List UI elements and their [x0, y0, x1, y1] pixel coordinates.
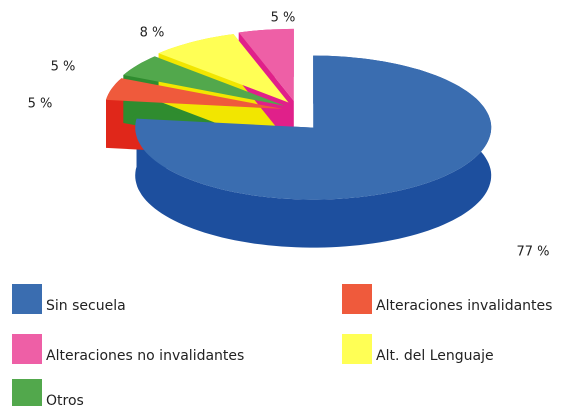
legend-swatch [12, 379, 42, 406]
legend-swatch [12, 334, 42, 364]
legend-label: Alt. del Lenguaje [376, 348, 494, 364]
slice [238, 28, 294, 101]
legend-swatch [342, 334, 372, 364]
slice [106, 78, 283, 109]
legend-label: Alteraciones invalidantes [376, 298, 552, 314]
data-label: 77 % [516, 245, 549, 260]
data-label: 5 % [271, 11, 296, 26]
slice-tops [106, 28, 492, 200]
slice [158, 34, 289, 103]
legend-label: Alteraciones no invalidantes [46, 348, 244, 364]
legend-label: Sin secuela [46, 298, 126, 314]
legend-swatch [12, 284, 42, 314]
legend-label: Otros [46, 393, 84, 406]
data-label: 8 % [140, 26, 165, 41]
slice [135, 55, 492, 200]
data-label: 5 % [28, 97, 53, 112]
legend-swatch [342, 284, 372, 314]
slice [123, 56, 285, 106]
data-label: 5 % [51, 60, 76, 75]
